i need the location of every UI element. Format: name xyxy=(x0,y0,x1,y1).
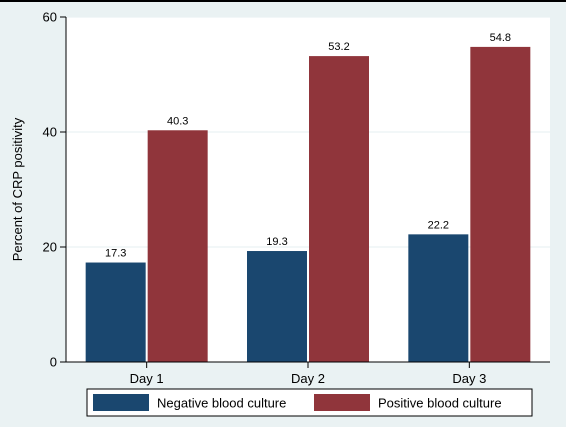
bar xyxy=(85,262,146,362)
bar xyxy=(147,130,208,362)
y-tick-label: 0 xyxy=(50,355,57,370)
bar-value-label: 53.2 xyxy=(328,41,349,53)
top-rule xyxy=(0,0,566,2)
axes: 0 20 40 60 Day 1 Day 2 Day 3 xyxy=(43,10,550,386)
legend-label: Negative blood culture xyxy=(157,396,286,411)
y-tick-label: 40 xyxy=(43,125,57,140)
data-labels: 17.3 40.3 19.3 53.2 22.2 54.8 xyxy=(105,32,511,260)
legend-label: Positive blood culture xyxy=(378,396,502,411)
bar xyxy=(309,56,369,362)
bar xyxy=(247,251,307,362)
bar-value-label: 17.3 xyxy=(105,248,126,260)
bar-value-label: 19.3 xyxy=(266,236,287,248)
y-axis-title: Percent of CRP positivity xyxy=(10,117,25,261)
y-tick-label: 20 xyxy=(43,240,57,255)
legend-box xyxy=(86,388,533,417)
legend-swatch xyxy=(314,394,370,411)
y-tick-label: 60 xyxy=(43,10,57,25)
x-tick-label: Day 1 xyxy=(130,371,164,386)
bar xyxy=(470,46,531,363)
x-tick-label: Day 3 xyxy=(452,371,486,386)
bar xyxy=(408,234,469,362)
plot-area xyxy=(66,17,550,362)
x-tick-label: Day 2 xyxy=(291,371,325,386)
gridlines xyxy=(66,16,550,248)
legend: Negative blood culture Positive blood cul… xyxy=(86,388,533,417)
legend-swatch xyxy=(93,394,149,411)
bar-value-label: 40.3 xyxy=(167,115,188,127)
bars xyxy=(85,46,531,363)
bar-value-label: 22.2 xyxy=(428,219,449,231)
bar-value-label: 54.8 xyxy=(490,32,511,44)
